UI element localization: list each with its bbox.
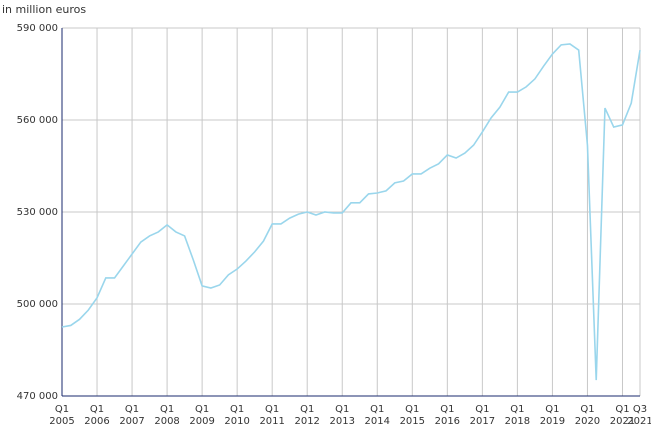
data-line	[61, 43, 641, 381]
x-tick-label: Q1 2017	[469, 404, 496, 427]
x-tick-label: Q1 2011	[259, 404, 285, 427]
x-tick-label: Q1 2015	[399, 404, 426, 427]
x-tick-label: Q3 2021	[627, 404, 651, 427]
x-tick-label: Q1 2010	[224, 404, 250, 427]
x-tick-label: Q1 2016	[434, 404, 461, 427]
x-tick-label: Q1 2018	[504, 404, 531, 427]
y-axis-label: in million euros	[2, 3, 87, 16]
x-tick-label: Q1 2013	[329, 404, 355, 427]
x-tick-label: Q1 2007	[119, 404, 145, 427]
x-tick-label: Q1 2019	[539, 404, 566, 427]
x-tick-label: Q1 2014	[364, 404, 390, 427]
y-tick-label: 590 000	[17, 23, 58, 34]
y-tick-label: 500 000	[17, 299, 58, 310]
x-tick-label: Q1 2012	[294, 404, 320, 427]
x-tick-label: Q1 2009	[189, 404, 215, 427]
y-tick-label: 530 000	[17, 207, 58, 218]
x-tick-label: Q1 2020	[574, 404, 601, 427]
x-tick-label: Q1 2008	[154, 404, 180, 427]
x-tick-label: Q1 2021	[609, 404, 636, 427]
y-tick-label: 470 000	[17, 391, 58, 402]
x-tick-label: Q1 2006	[84, 404, 110, 427]
x-tick-label: Q1 2005	[49, 404, 75, 427]
y-tick-label: 560 000	[17, 115, 58, 126]
